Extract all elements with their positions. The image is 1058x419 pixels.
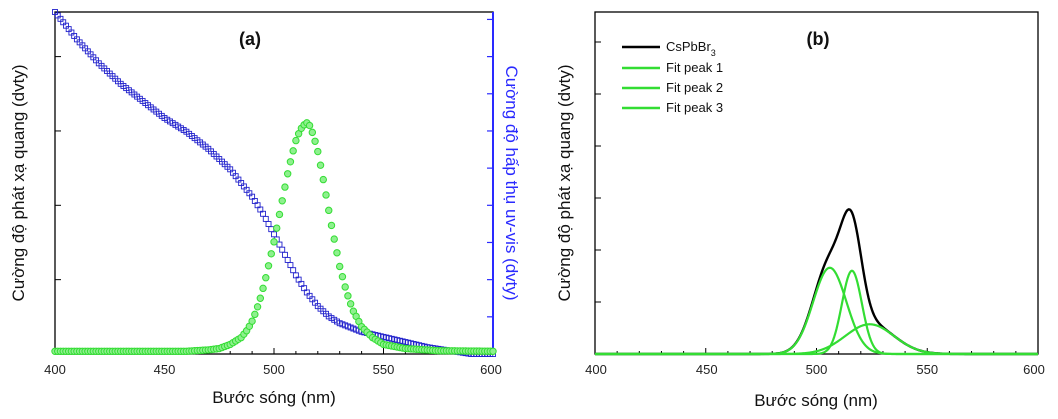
emission-data-point: [308, 128, 317, 137]
legend-label-fit-peak-2: Fit peak 2: [666, 80, 723, 95]
panel-b: (b) CsPbBr3 Fit peak 1 Fit peak 2 Fit pe…: [555, 11, 1045, 410]
curve-fit-peak-3: [595, 323, 1038, 356]
panel-a-x-tick-label: 600: [480, 362, 502, 377]
panel-b-legend: CsPbBr3 Fit peak 1 Fit peak 2 Fit peak 3: [622, 39, 723, 115]
panel-b-x-tick-label: 550: [916, 362, 938, 377]
panel-b-x-tick-label: 600: [1023, 362, 1045, 377]
emission-data-point: [273, 224, 281, 232]
curve-fit-peak-1: [595, 266, 1038, 356]
emission-data-point: [314, 147, 322, 156]
panel-a-absorption-series: [52, 9, 496, 357]
emission-data-point: [319, 175, 327, 184]
panel-a: (a) 400 450 500 550 600 Bước sóng (nm) C…: [9, 9, 521, 407]
emission-data-point: [253, 303, 262, 311]
panel-b-x-tick-label: 400: [585, 362, 607, 377]
panel-a-x-tick-label: 400: [44, 362, 66, 377]
emission-data-point: [305, 121, 314, 130]
panel-a-x-tick-label: 450: [154, 362, 176, 377]
panel-a-x-tick-label: 500: [263, 362, 285, 377]
panel-b-label: (b): [807, 29, 830, 49]
panel-b-curves: [595, 208, 1038, 356]
emission-data-point: [259, 284, 267, 293]
emission-data-point: [338, 273, 347, 281]
panel-b-ticks: [594, 41, 1039, 354]
panel-b-x-tick-label: 450: [696, 362, 718, 377]
emission-data-point: [262, 274, 270, 282]
panel-a-ticks: [54, 18, 494, 354]
emission-data-point: [489, 347, 497, 355]
emission-data-point: [248, 317, 256, 325]
emission-data-point: [327, 221, 336, 230]
emission-data-point: [267, 250, 275, 258]
absorption-data-point: [271, 231, 277, 238]
curve-fit-peak-2: [595, 269, 1038, 356]
curve-cspbbr3: [595, 208, 1038, 356]
emission-data-point: [344, 292, 352, 300]
legend-label-cspbbr3-subscript: 3: [711, 48, 716, 58]
emission-data-point: [270, 238, 278, 246]
emission-data-point: [341, 283, 349, 291]
legend-label-fit-peak-1: Fit peak 1: [666, 60, 723, 75]
panel-b-plot-frame: [594, 11, 1039, 355]
emission-data-point: [336, 262, 344, 271]
panel-b-y-axis-label: Cường độ phát xạ quang (dvty): [555, 64, 574, 301]
emission-data-point: [333, 249, 341, 257]
emission-data-point: [316, 161, 325, 169]
emission-data-point: [286, 158, 295, 166]
absorption-data-point: [279, 246, 286, 253]
panel-a-plot-frame: [54, 11, 494, 355]
emission-data-point: [264, 262, 273, 270]
emission-data-point: [289, 147, 297, 155]
panel-a-label: (a): [239, 29, 261, 49]
emission-data-point: [278, 197, 286, 205]
emission-data-point: [292, 136, 300, 145]
emission-data-point: [283, 170, 292, 178]
absorption-data-point: [268, 226, 275, 233]
legend-label-fit-peak-3: Fit peak 3: [666, 100, 723, 115]
absorption-data-point: [284, 257, 291, 263]
panel-a-left-y-axis-label: Cường độ phát xạ quang (dvty): [9, 64, 28, 301]
absorption-data-point: [265, 221, 272, 227]
panel-b-x-tick-label: 500: [806, 362, 828, 377]
panel-b-x-axis-label: Bước sóng (nm): [754, 391, 878, 410]
emission-data-point: [325, 206, 333, 215]
panel-a-right-y-axis-label: Cường độ hấp thụ uv-vis (dvty): [502, 65, 521, 300]
legend-label-cspbbr3-base: CsPbBr: [666, 39, 711, 54]
legend-label-cspbbr3: CsPbBr3: [666, 39, 716, 58]
panel-a-x-axis-label: Bước sóng (nm): [212, 388, 336, 407]
absorption-data-point: [282, 251, 288, 258]
emission-data-point: [322, 191, 330, 199]
emission-data-point: [256, 294, 265, 302]
absorption-data-point: [287, 262, 294, 269]
emission-data-point: [346, 300, 355, 308]
emission-data-point: [330, 235, 338, 243]
panel-a-emission-series: [51, 119, 497, 355]
emission-data-point: [311, 137, 319, 145]
absorption-data-point: [290, 267, 297, 274]
emission-data-point: [275, 210, 284, 219]
emission-data-point: [281, 183, 289, 191]
absorption-data-point: [262, 215, 269, 222]
absorption-data-point: [276, 241, 283, 248]
panel-a-x-tick-label: 550: [373, 362, 395, 377]
emission-data-point: [251, 310, 259, 319]
